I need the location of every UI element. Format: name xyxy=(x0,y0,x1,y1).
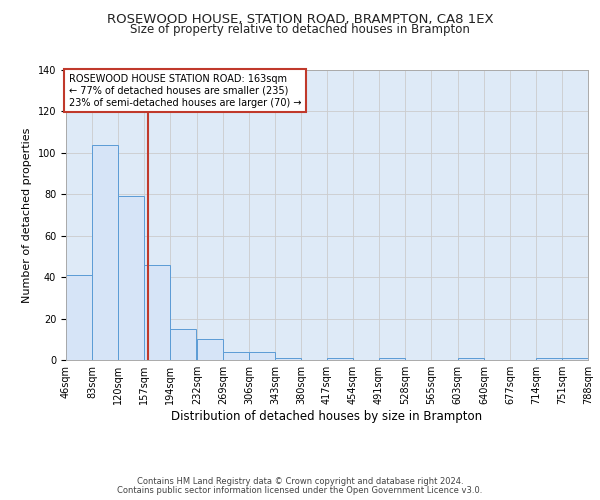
Bar xyxy=(170,329,196,360)
Bar xyxy=(562,358,588,360)
Y-axis label: Number of detached properties: Number of detached properties xyxy=(22,128,32,302)
Bar xyxy=(379,358,405,360)
Text: Contains HM Land Registry data © Crown copyright and database right 2024.: Contains HM Land Registry data © Crown c… xyxy=(137,477,463,486)
Bar xyxy=(327,358,353,360)
Bar xyxy=(92,144,118,360)
Text: Size of property relative to detached houses in Brampton: Size of property relative to detached ho… xyxy=(130,22,470,36)
Bar xyxy=(275,358,301,360)
X-axis label: Distribution of detached houses by size in Brampton: Distribution of detached houses by size … xyxy=(172,410,482,423)
Bar xyxy=(118,196,144,360)
Bar xyxy=(197,340,223,360)
Bar xyxy=(66,275,92,360)
Bar xyxy=(145,264,170,360)
Text: ROSEWOOD HOUSE, STATION ROAD, BRAMPTON, CA8 1EX: ROSEWOOD HOUSE, STATION ROAD, BRAMPTON, … xyxy=(107,12,493,26)
Text: Contains public sector information licensed under the Open Government Licence v3: Contains public sector information licen… xyxy=(118,486,482,495)
Bar xyxy=(249,352,275,360)
Text: ROSEWOOD HOUSE STATION ROAD: 163sqm
← 77% of detached houses are smaller (235)
2: ROSEWOOD HOUSE STATION ROAD: 163sqm ← 77… xyxy=(68,74,301,108)
Bar xyxy=(536,358,562,360)
Bar xyxy=(223,352,248,360)
Bar xyxy=(458,358,484,360)
